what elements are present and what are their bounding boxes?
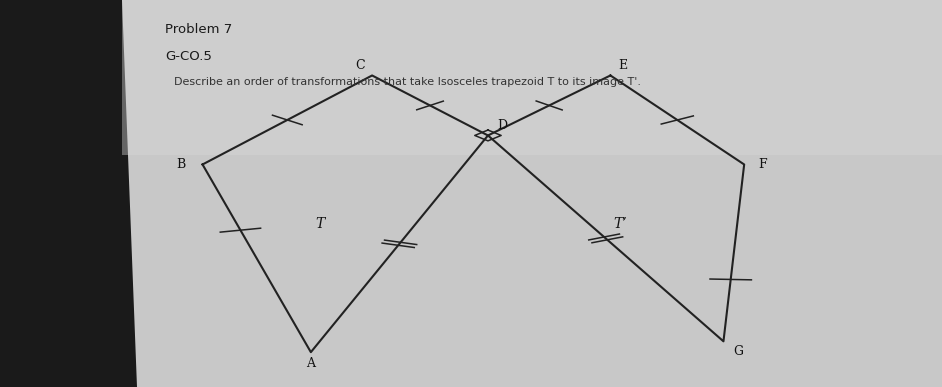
Text: T’: T’	[613, 217, 626, 231]
Text: G-CO.5: G-CO.5	[165, 50, 212, 63]
Text: B: B	[176, 158, 186, 171]
Text: D: D	[497, 118, 508, 132]
Text: G: G	[733, 345, 743, 358]
Polygon shape	[122, 0, 942, 387]
Text: Describe an order of transformations that take Isosceles trapezoid T to its imag: Describe an order of transformations tha…	[174, 77, 642, 87]
Text: T: T	[316, 217, 325, 231]
Polygon shape	[122, 0, 942, 155]
Text: A: A	[306, 357, 316, 370]
Text: E: E	[618, 59, 627, 72]
Text: F: F	[758, 158, 767, 171]
Text: C: C	[355, 59, 365, 72]
Text: Problem 7: Problem 7	[165, 23, 232, 36]
